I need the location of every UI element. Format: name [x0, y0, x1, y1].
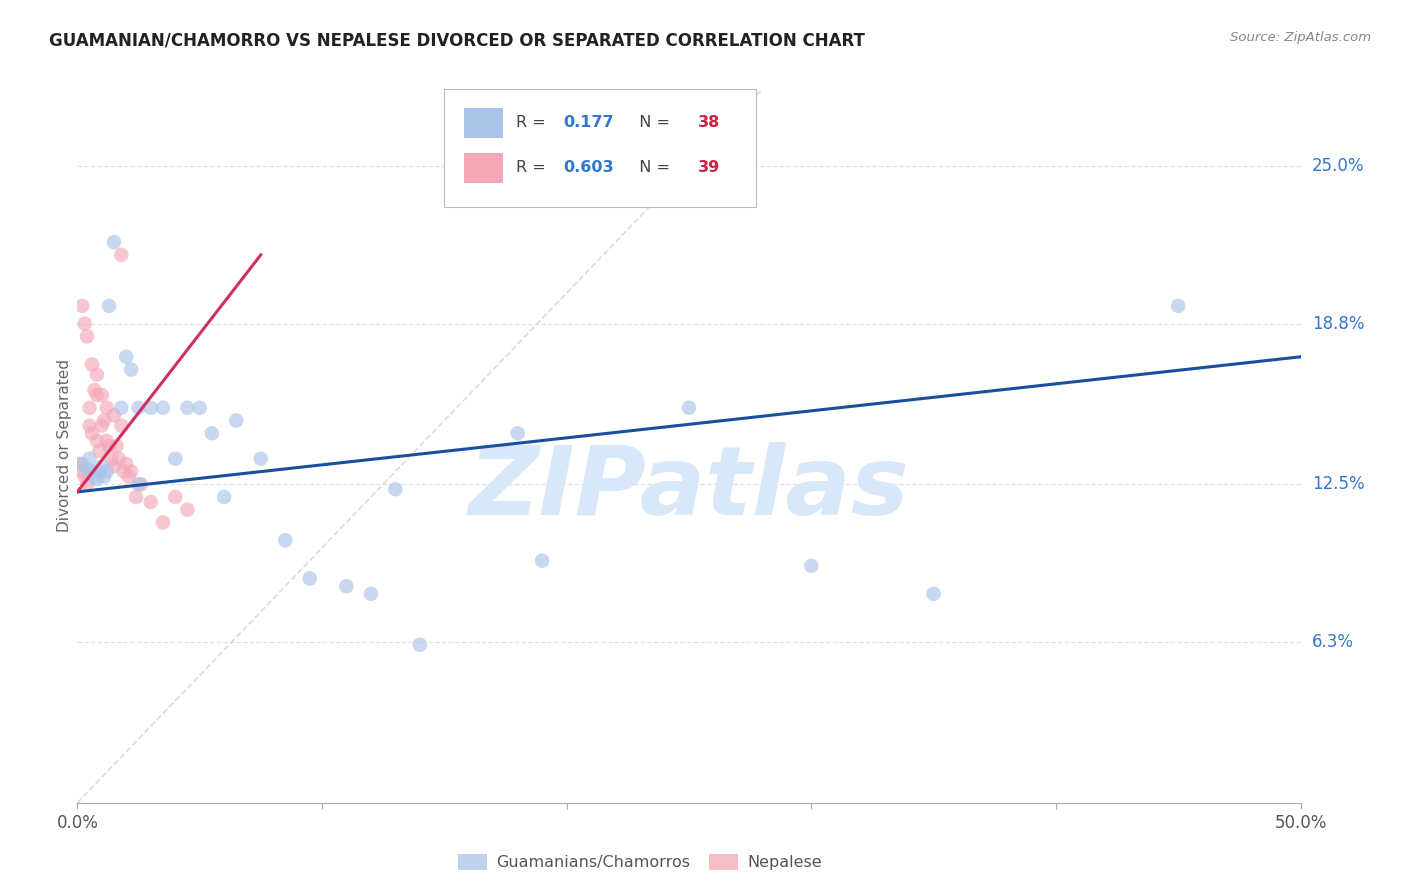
Point	[531, 554, 554, 568]
Point	[335, 579, 357, 593]
Point	[70, 457, 93, 471]
Point	[115, 350, 138, 364]
Point	[103, 459, 125, 474]
Point	[165, 490, 187, 504]
Point	[86, 368, 108, 382]
Text: N =: N =	[628, 161, 675, 175]
Point	[79, 418, 101, 433]
Text: 39: 39	[697, 161, 720, 175]
Y-axis label: Divorced or Separated: Divorced or Separated	[56, 359, 72, 533]
Point	[96, 401, 118, 415]
Point	[112, 465, 135, 479]
Point	[110, 248, 132, 262]
Point	[90, 388, 112, 402]
Text: 18.8%: 18.8%	[1312, 315, 1364, 333]
Point	[70, 465, 93, 479]
Point	[86, 472, 108, 486]
Point	[93, 413, 115, 427]
Point	[129, 477, 152, 491]
Text: ZIPatlas: ZIPatlas	[468, 442, 910, 535]
Point	[76, 329, 98, 343]
Point	[103, 235, 125, 249]
Text: Source: ZipAtlas.com: Source: ZipAtlas.com	[1230, 31, 1371, 45]
Point	[800, 558, 823, 573]
Point	[678, 401, 700, 415]
Point	[83, 383, 105, 397]
Point	[79, 451, 101, 466]
Point	[201, 426, 224, 441]
Point	[250, 451, 273, 466]
Point	[105, 439, 128, 453]
Point	[98, 439, 121, 453]
Point	[80, 465, 103, 479]
Point	[115, 457, 138, 471]
Point	[86, 388, 108, 402]
Point	[176, 502, 198, 516]
Point	[80, 426, 103, 441]
Point	[118, 469, 141, 483]
Point	[120, 465, 142, 479]
Point	[506, 426, 529, 441]
Point	[225, 413, 247, 427]
Point	[125, 490, 148, 504]
Point	[93, 469, 115, 483]
Text: 38: 38	[697, 115, 720, 130]
Point	[90, 459, 112, 474]
Point	[120, 362, 142, 376]
Point	[100, 451, 122, 466]
Point	[165, 451, 187, 466]
Text: 0.603: 0.603	[562, 161, 613, 175]
Point	[86, 434, 108, 448]
Point	[89, 465, 111, 479]
Point	[139, 401, 162, 415]
Point	[73, 469, 96, 483]
Text: GUAMANIAN/CHAMORRO VS NEPALESE DIVORCED OR SEPARATED CORRELATION CHART: GUAMANIAN/CHAMORRO VS NEPALESE DIVORCED …	[49, 31, 865, 49]
Point	[360, 587, 382, 601]
Point	[108, 451, 131, 466]
Text: R =: R =	[516, 161, 551, 175]
Point	[188, 401, 211, 415]
Point	[1167, 299, 1189, 313]
Point	[103, 409, 125, 423]
Point	[96, 434, 118, 448]
Point	[298, 572, 321, 586]
Point	[98, 299, 121, 313]
Point	[80, 358, 103, 372]
FancyBboxPatch shape	[464, 153, 503, 183]
Text: 25.0%: 25.0%	[1312, 157, 1364, 175]
Point	[73, 317, 96, 331]
Point	[274, 533, 297, 548]
Point	[384, 483, 406, 497]
Point	[90, 418, 112, 433]
Text: 6.3%: 6.3%	[1312, 633, 1354, 651]
Point	[83, 469, 105, 483]
FancyBboxPatch shape	[464, 108, 503, 137]
Text: 12.5%: 12.5%	[1312, 475, 1364, 493]
Point	[409, 638, 432, 652]
Point	[152, 401, 174, 415]
Point	[110, 401, 132, 415]
Point	[79, 401, 101, 415]
Point	[96, 465, 118, 479]
Legend: Guamanians/Chamorros, Nepalese: Guamanians/Chamorros, Nepalese	[451, 848, 828, 877]
Text: N =: N =	[628, 115, 675, 130]
Point	[76, 462, 98, 476]
Point	[70, 299, 93, 313]
Point	[76, 477, 98, 491]
Point	[176, 401, 198, 415]
Point	[127, 401, 149, 415]
Point	[110, 418, 132, 433]
Point	[212, 490, 235, 504]
Point	[69, 457, 91, 471]
Text: 0.177: 0.177	[562, 115, 613, 130]
FancyBboxPatch shape	[444, 89, 756, 207]
Text: R =: R =	[516, 115, 551, 130]
Point	[139, 495, 162, 509]
Point	[127, 477, 149, 491]
Point	[89, 444, 111, 458]
Point	[922, 587, 945, 601]
Point	[152, 516, 174, 530]
